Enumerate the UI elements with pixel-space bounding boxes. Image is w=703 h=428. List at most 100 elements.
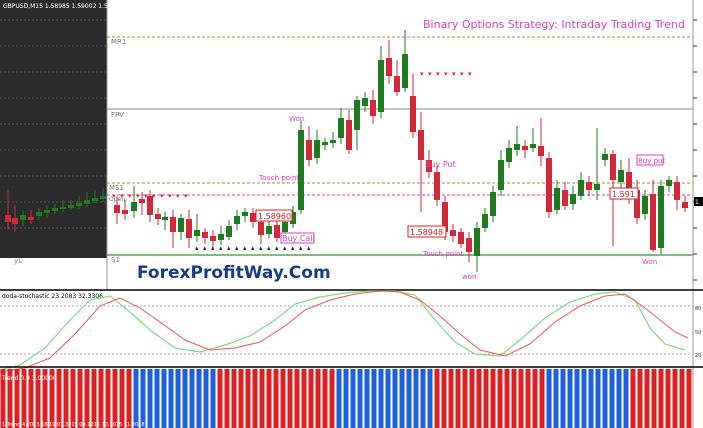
trend-bar <box>56 369 62 428</box>
sell-arrow: ▾ <box>176 192 180 200</box>
trend-bar <box>63 369 69 428</box>
buy-call-label: Buy Call <box>282 234 315 243</box>
left-corner-label: yL <box>14 257 22 265</box>
price-label-3: 1.591 <box>612 190 635 199</box>
trend-bar <box>462 369 468 428</box>
candle-body <box>202 232 208 238</box>
trend-bar <box>665 369 671 428</box>
current-price-marker <box>694 197 703 206</box>
price-label-2: 1.58948 <box>410 228 443 237</box>
candle-body <box>76 203 82 206</box>
trend-bar <box>350 369 356 428</box>
sell-arrow: ▾ <box>112 192 116 200</box>
candle-body <box>28 217 34 220</box>
trend-bar <box>637 369 643 428</box>
candle-body <box>634 190 640 218</box>
price-axis <box>693 0 703 428</box>
sell-arrow: ▾ <box>460 70 464 78</box>
candle-body <box>298 130 304 210</box>
price-box-3 <box>609 187 639 200</box>
candle-body <box>114 205 120 213</box>
stoch-level-20-label: 20 <box>695 353 701 359</box>
trend-bar <box>112 369 118 428</box>
candle-body <box>52 208 58 211</box>
trend-bar <box>490 369 496 428</box>
trend-bar <box>245 369 251 428</box>
won-label-3: Won <box>642 258 657 266</box>
trend-bar <box>497 369 503 428</box>
candle-body <box>650 194 656 250</box>
candle-body <box>194 230 200 236</box>
candle-body <box>131 202 137 211</box>
won-label-2: won <box>462 273 476 281</box>
trend-bar <box>455 369 461 428</box>
candle-body <box>626 172 632 190</box>
trend-bar <box>189 369 195 428</box>
buy-arrow: ▴ <box>291 244 295 252</box>
trend-bar <box>441 369 447 428</box>
candle-body <box>466 238 472 252</box>
trend-bar <box>133 369 139 428</box>
candle-body <box>410 96 416 132</box>
candle-body <box>322 142 328 145</box>
sell-arrow: ▾ <box>128 192 132 200</box>
trend-bar <box>595 369 601 428</box>
candle-body <box>618 170 624 182</box>
sell-arrow: ▾ <box>168 192 172 200</box>
candle-body <box>162 217 168 220</box>
trend-bar <box>77 369 83 428</box>
trend-bar <box>483 369 489 428</box>
price-label-1: 1.58960 <box>258 212 291 221</box>
trend-bar <box>567 369 573 428</box>
candle-body <box>546 158 552 212</box>
trend-bar <box>182 369 188 428</box>
buy-arrow: ▴ <box>283 244 287 252</box>
trend-bar <box>42 369 48 428</box>
sell-arrow: ▾ <box>428 70 432 78</box>
buy-arrow: ▴ <box>227 244 231 252</box>
trend-bar <box>623 369 629 428</box>
candle-body <box>602 154 608 160</box>
trend-bar <box>280 369 286 428</box>
candle-body <box>290 212 296 224</box>
candle-body <box>674 182 680 200</box>
trend-bar <box>469 369 475 428</box>
candle-body <box>234 216 240 224</box>
trend-bar <box>0 369 6 428</box>
candle-body <box>155 214 161 219</box>
trend-bar <box>336 369 342 428</box>
trend-bar <box>168 369 174 428</box>
buy-arrow: ▴ <box>219 244 223 252</box>
trend-bar <box>532 369 538 428</box>
stoch-level-80-label: 80 <box>695 306 701 312</box>
candle-body <box>139 199 145 203</box>
candle-body <box>258 222 264 235</box>
trend-bar <box>588 369 594 428</box>
current-price-text: 1. <box>695 199 701 206</box>
buy-arrow: ▴ <box>211 244 215 252</box>
trend-bar <box>630 369 636 428</box>
sell-arrow: ▾ <box>436 70 440 78</box>
trend-bar <box>217 369 223 428</box>
candle-body <box>578 180 584 196</box>
candle-body <box>282 222 288 232</box>
trend-bar <box>518 369 524 428</box>
candle-body <box>346 120 352 150</box>
trend-bar <box>581 369 587 428</box>
candle-body <box>490 192 496 216</box>
touch-point-label-1: Touch point <box>258 174 299 182</box>
trend-bar <box>371 369 377 428</box>
candle-body <box>370 100 376 116</box>
candle-body <box>474 228 480 256</box>
candle-body <box>386 58 392 76</box>
candle-body <box>458 232 464 244</box>
candle-body <box>482 214 488 228</box>
buy-put-box-2 <box>636 154 664 166</box>
candle-body <box>426 160 432 172</box>
trend-bar <box>210 369 216 428</box>
trend-bar <box>644 369 650 428</box>
trend-bar <box>385 369 391 428</box>
trend-bar <box>420 369 426 428</box>
